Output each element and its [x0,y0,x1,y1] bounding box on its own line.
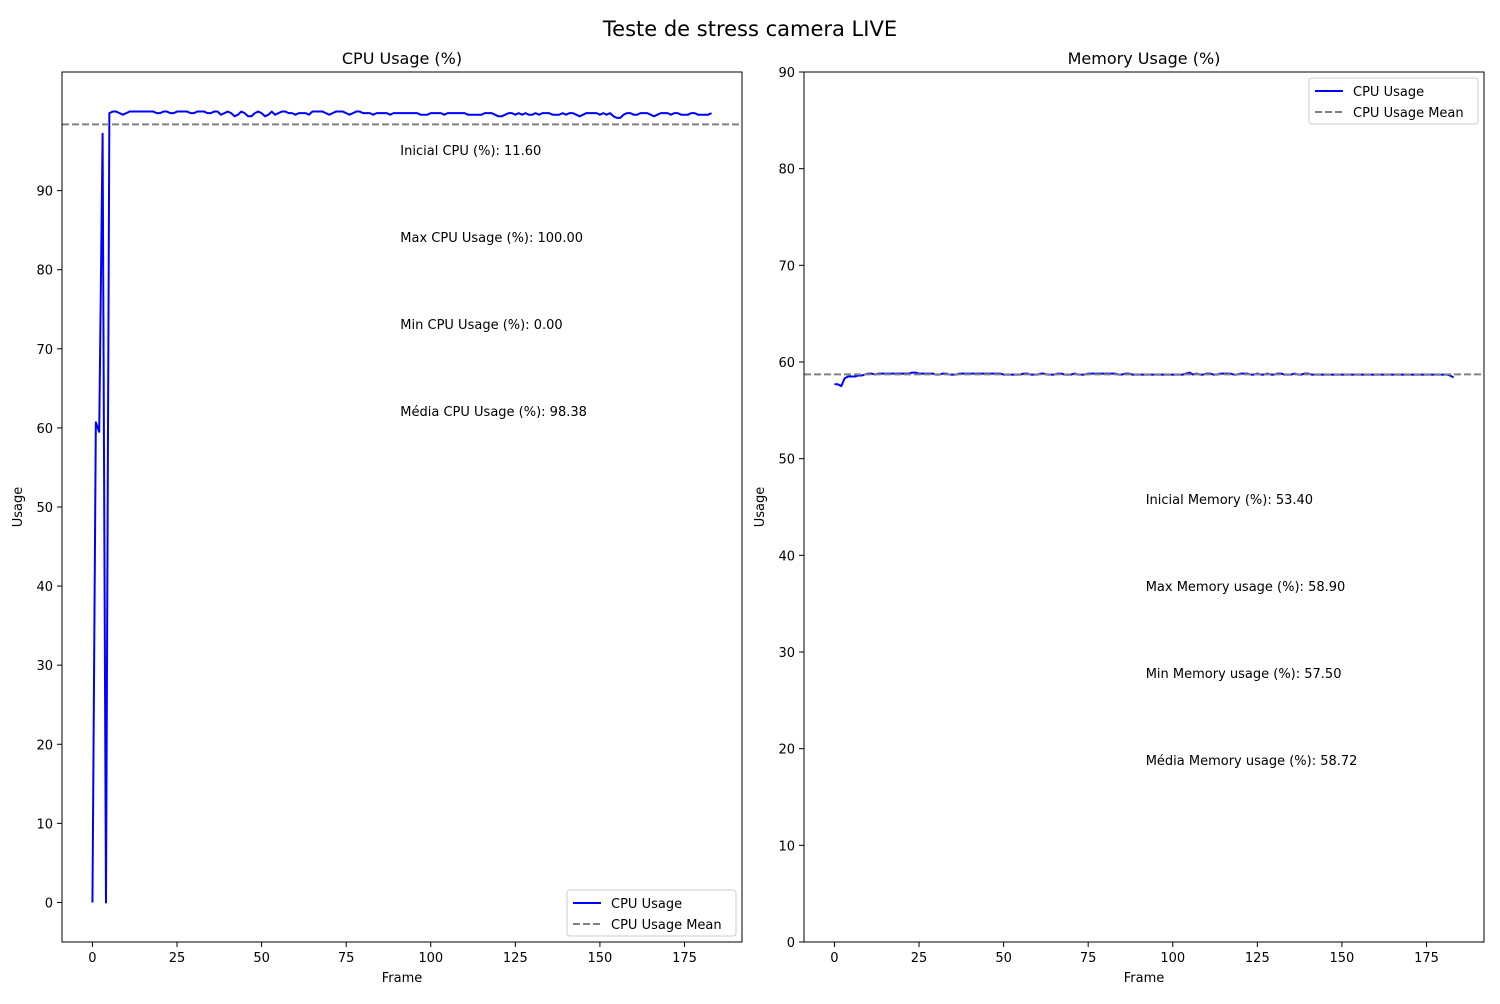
memory-stat-annotation: Inicial Memory (%): 53.40 [1146,493,1313,508]
memory-x-tick-label: 150 [1329,951,1354,966]
memory-y-tick-label: 0 [787,936,795,951]
cpu-stat-annotation: Min CPU Usage (%): 0.00 [400,318,562,333]
cpu-y-tick-label: 60 [36,422,53,437]
cpu-y-tick-label: 40 [36,580,53,595]
memory-stat-annotation: Min Memory usage (%): 57.50 [1146,667,1342,682]
memory-y-tick-label: 50 [778,453,795,468]
cpu-stat-annotation: Inicial CPU (%): 11.60 [400,144,541,159]
memory-stat-annotation: Max Memory usage (%): 58.90 [1146,580,1346,595]
memory-legend-box [1308,77,1479,125]
memory-subplot-title: Memory Usage (%) [1068,49,1221,68]
memory-x-tick-label: 0 [830,951,838,966]
cpu-stat-annotation: Max CPU Usage (%): 100.00 [400,231,583,246]
memory-y-tick-label: 90 [778,66,795,81]
memory-y-tick-label: 20 [778,743,795,758]
memory-legend-label: CPU Usage [1353,85,1424,100]
memory-axes-frame [803,71,1485,943]
memory-plot-area [804,371,1484,388]
cpu-y-tick-label: 20 [36,738,53,753]
cpu-x-tick-label: 25 [169,951,186,966]
cpu-usage-line [91,110,712,904]
memory-x-tick-label: 50 [995,951,1012,966]
memory-x-tick-label: 175 [1414,951,1439,966]
cpu-x-tick-label: 100 [418,951,443,966]
memory-x-tick-label: 75 [1080,951,1097,966]
memory-x-axis-label: Frame [1124,971,1165,986]
cpu-y-tick-label: 80 [36,264,53,279]
cpu-legend-label: CPU Usage Mean [611,918,722,933]
cpu-y-tick-label: 50 [36,501,53,516]
cpu-subplot-title: CPU Usage (%) [342,49,462,68]
cpu-x-tick-label: 125 [503,951,528,966]
cpu-plot-area [62,110,742,904]
cpu-x-tick-label: 175 [672,951,697,966]
memory-y-tick-label: 30 [778,646,795,661]
cpu-usage-panel: CPU Usage (%) 0 25 50 75 100 125 150 175 0 10 20 30 4… [11,49,743,986]
cpu-x-axis-label: Frame [382,971,423,986]
memory-y-tick-label: 80 [778,163,795,178]
cpu-legend-box [566,889,737,937]
memory-x-tick-label: 125 [1245,951,1270,966]
cpu-x-tick-label: 0 [88,951,96,966]
memory-x-tick-label: 25 [911,951,928,966]
cpu-y-tick-label: 90 [36,185,53,200]
cpu-y-axis-label: Usage [11,487,26,528]
memory-y-axis-label: Usage [753,487,768,528]
cpu-x-tick-label: 50 [253,951,270,966]
figure-title: Teste de stress camera LIVE [602,17,897,41]
cpu-y-tick-label: 0 [45,896,53,911]
cpu-legend-label: CPU Usage [611,897,682,912]
cpu-y-tick-label: 70 [36,343,53,358]
memory-stat-annotation: Média Memory usage (%): 58.72 [1146,754,1358,769]
cpu-stat-annotation: Média CPU Usage (%): 98.38 [400,405,587,420]
cpu-axes-frame [61,71,743,943]
memory-y-tick-label: 60 [778,356,795,371]
cpu-x-tick-label: 75 [338,951,355,966]
cpu-x-tick-label: 150 [587,951,612,966]
memory-legend: CPU Usage CPU Usage Mean [1308,77,1479,125]
cpu-y-tick-label: 10 [36,817,53,832]
memory-usage-panel: Memory Usage (%) 0 25 50 75 100 125 150 175 0 10 20… [753,49,1485,986]
cpu-y-tick-label: 30 [36,659,53,674]
cpu-legend: CPU Usage CPU Usage Mean [566,889,737,937]
memory-x-tick-label: 100 [1160,951,1185,966]
memory-legend-label: CPU Usage Mean [1353,106,1464,121]
memory-y-tick-label: 70 [778,259,795,274]
memory-y-tick-label: 10 [778,839,795,854]
memory-y-tick-label: 40 [778,549,795,564]
